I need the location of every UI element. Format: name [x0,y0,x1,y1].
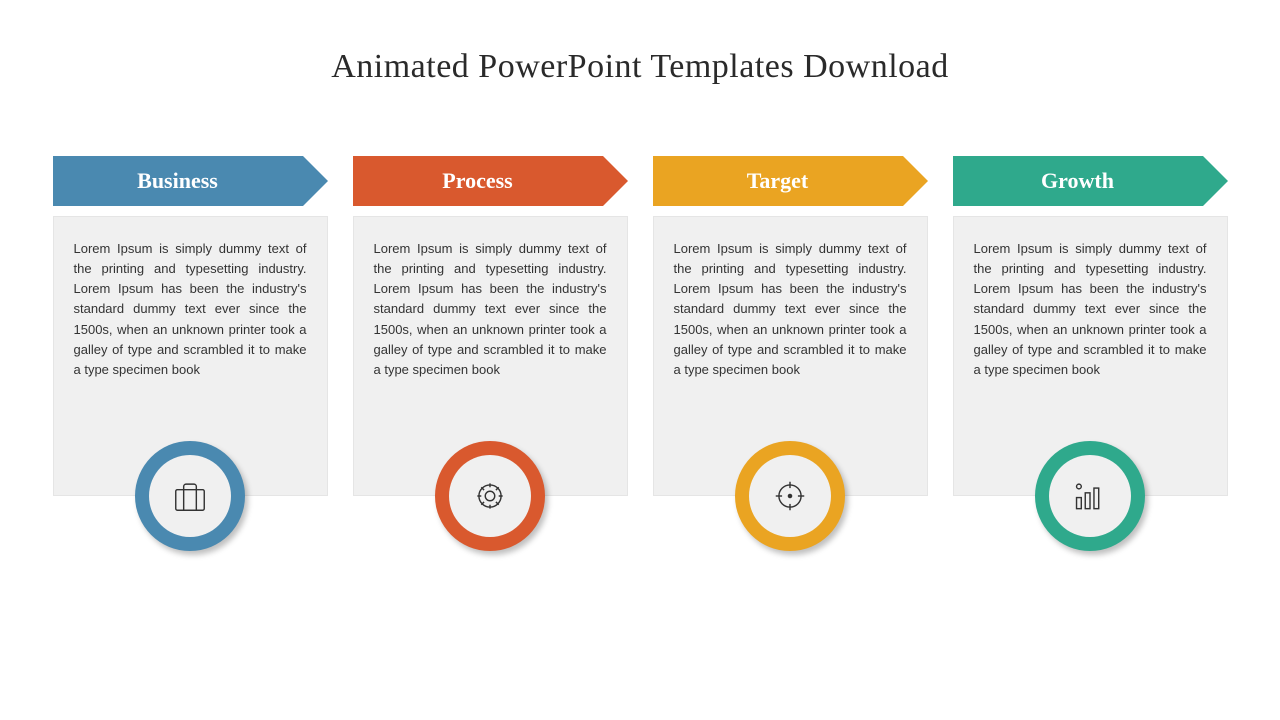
bars-icon [1049,455,1131,537]
page-title: Animated PowerPoint Templates Download [0,0,1280,86]
arrow-label-business: Business [53,156,328,206]
column-target: Target Lorem Ipsum is simply dummy text … [653,156,928,496]
icon-circle-growth [1035,441,1145,551]
arrow-label-target: Target [653,156,928,206]
briefcase-icon [149,455,231,537]
arrow-label-process: Process [353,156,628,206]
column-business: Business Lorem Ipsum is simply dummy tex… [53,156,328,496]
arrow-target: Target [653,156,928,206]
target-icon [749,455,831,537]
arrow-growth: Growth [953,156,1228,206]
arrow-label-growth: Growth [953,156,1228,206]
columns-row: Business Lorem Ipsum is simply dummy tex… [0,156,1280,496]
icon-circle-target [735,441,845,551]
gear-icon [449,455,531,537]
icon-circle-process [435,441,545,551]
column-growth: Growth Lorem Ipsum is simply dummy text … [953,156,1228,496]
arrow-business: Business [53,156,328,206]
icon-circle-business [135,441,245,551]
column-process: Process Lorem Ipsum is simply dummy text… [353,156,628,496]
arrow-process: Process [353,156,628,206]
